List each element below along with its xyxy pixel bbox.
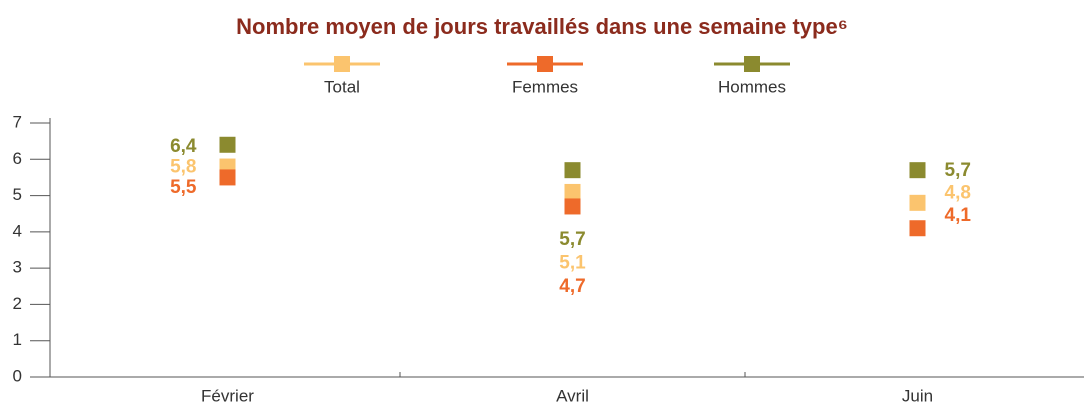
point-marker <box>909 162 926 179</box>
legend-label: Hommes <box>718 77 786 96</box>
chart-title: Nombre moyen de jours travaillés dans un… <box>236 14 848 39</box>
point-marker <box>909 194 926 211</box>
y-tick-label: 3 <box>13 258 22 277</box>
value-label: 4,1 <box>945 205 972 226</box>
value-label: 6,4 <box>170 136 197 157</box>
legend-label: Total <box>324 77 360 96</box>
value-label: 5,7 <box>559 229 585 250</box>
value-label: 4,8 <box>945 183 971 204</box>
legend-marker <box>334 56 350 72</box>
y-tick-label: 4 <box>13 221 22 240</box>
legend-marker <box>537 56 553 72</box>
point-marker <box>219 136 236 153</box>
y-tick-label: 7 <box>13 112 22 131</box>
legend-marker <box>744 56 760 72</box>
y-tick-label: 2 <box>13 294 22 313</box>
y-tick-label: 6 <box>13 149 22 168</box>
value-label: 5,7 <box>945 160 971 181</box>
point-marker <box>219 169 236 186</box>
y-tick-label: 5 <box>13 185 22 204</box>
value-label: 4,7 <box>559 276 585 297</box>
y-tick-label: 1 <box>13 330 22 349</box>
value-label: 5,8 <box>170 157 196 178</box>
x-tick-label: Juin <box>902 386 933 405</box>
x-tick-label: Avril <box>556 386 589 405</box>
y-tick-label: 0 <box>13 366 22 385</box>
point-marker <box>564 162 581 179</box>
point-marker <box>564 183 581 200</box>
point-marker <box>564 198 581 215</box>
x-tick-label: Février <box>201 386 254 405</box>
value-label: 5,5 <box>170 177 197 198</box>
point-marker <box>909 220 926 237</box>
legend-label: Femmes <box>512 77 578 96</box>
value-label: 5,1 <box>559 253 586 274</box>
